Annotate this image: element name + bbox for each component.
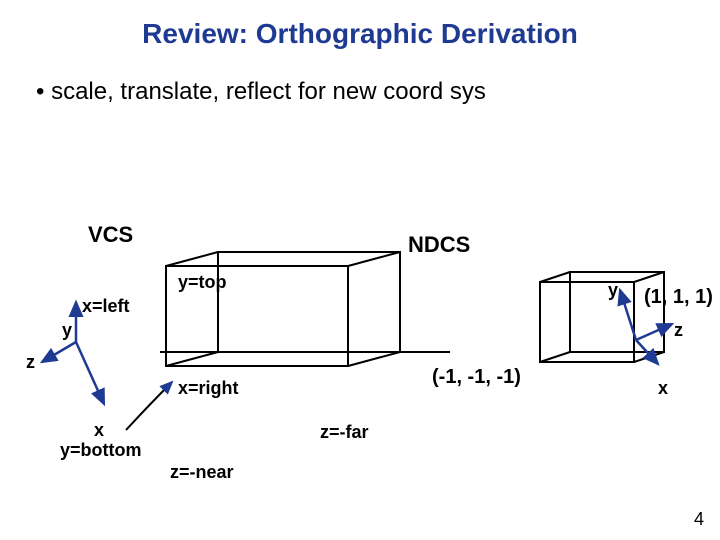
label-ndcs: NDCS [408,232,470,258]
label-ytop: y=top [178,272,227,293]
label-x_axis_l: x [94,420,104,441]
label-y_axis_l: y [62,320,72,341]
label-x_axis_r: x [658,378,668,399]
label-z_axis_l: z [26,352,35,373]
label-xright: x=right [178,378,239,399]
label-ybottom: y=bottom [60,440,142,461]
label-xleft: x=left [82,296,130,317]
label-vcs: VCS [88,222,133,248]
page-number: 4 [694,509,704,530]
label-neg111: (-1, -1, -1) [432,366,521,389]
label-znear: z=-near [170,462,234,483]
label-y_axis_r: y [608,280,618,301]
label-pos111: (1, 1, 1) [644,286,713,309]
label-zfar: z=-far [320,422,369,443]
label-z_axis_r: z [674,320,683,341]
